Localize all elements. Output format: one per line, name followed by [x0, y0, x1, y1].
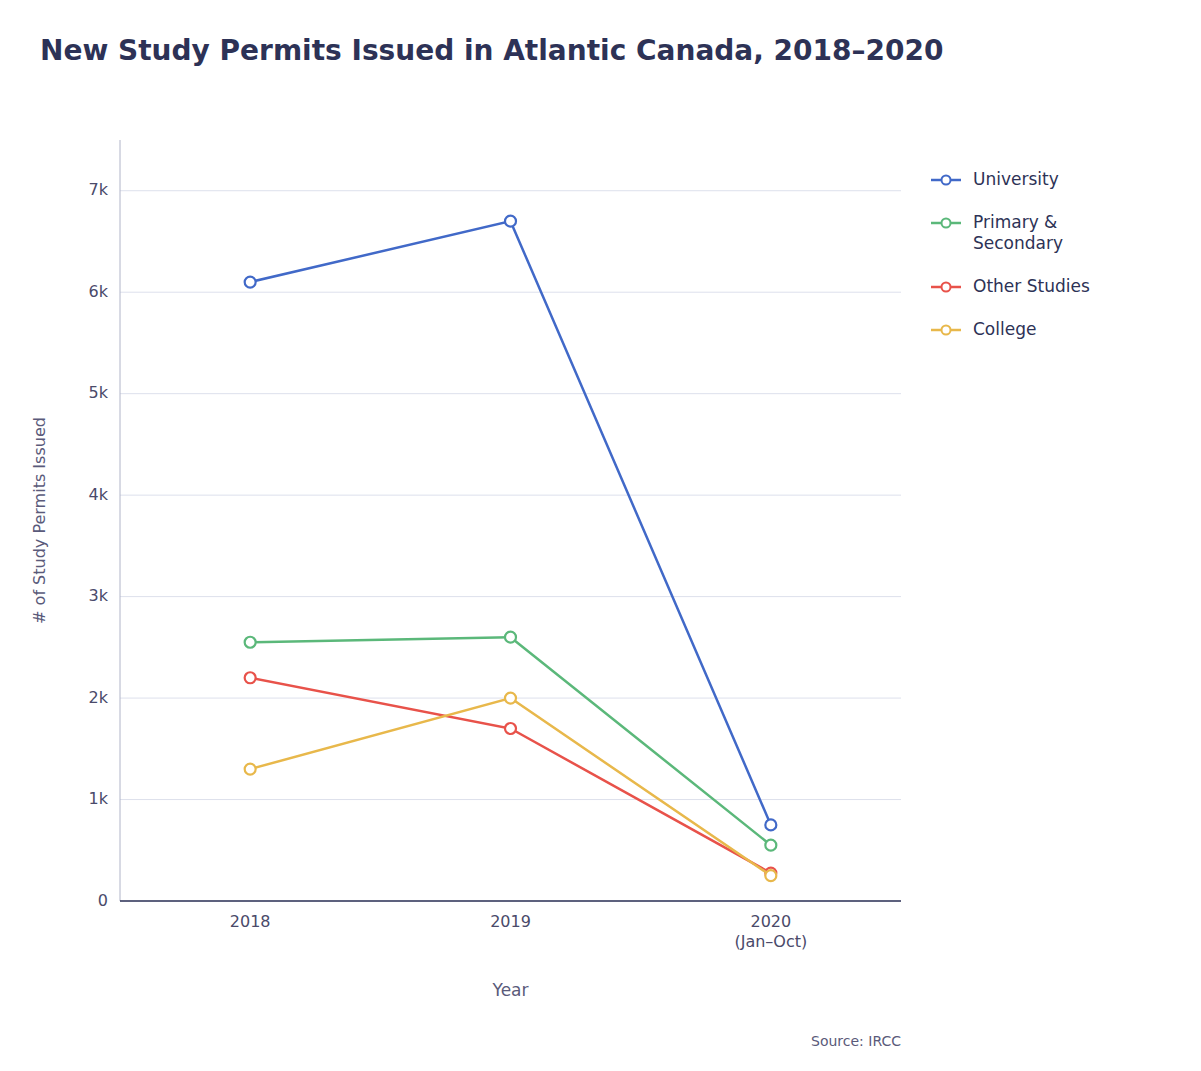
- y-tick-label: 1k: [89, 789, 109, 808]
- text-line: 2020: [750, 912, 791, 931]
- text-line: (Jan–Oct): [734, 932, 807, 951]
- point: [765, 840, 776, 851]
- x-axis: 2018 2019 2020(Jan–Oct): [230, 912, 807, 951]
- y-axis-label: # of Study Permits Issued: [30, 417, 49, 624]
- text-line: Primary &: [973, 212, 1057, 232]
- source: Source: IRCC: [811, 1033, 901, 1049]
- legend-label: Other Studies: [973, 276, 1090, 296]
- title: New Study Permits Issued in Atlantic Can…: [40, 34, 943, 67]
- background: [0, 0, 1201, 1071]
- line: [250, 637, 771, 845]
- grid-line: [120, 799, 901, 800]
- y-tick-label: 7k: [89, 180, 109, 199]
- point: [245, 637, 256, 648]
- series-group: [245, 216, 777, 881]
- legend-label: College: [973, 319, 1036, 339]
- x-axis-line: [120, 900, 901, 902]
- point: [765, 870, 776, 881]
- text-line: Other Studies: [973, 276, 1090, 296]
- point: [245, 277, 256, 288]
- grid-line: [120, 495, 901, 496]
- grid-line: [120, 596, 901, 597]
- y-tick-label: 2k: [89, 688, 109, 707]
- point: [505, 632, 516, 643]
- y-tick-label: 5k: [89, 383, 109, 402]
- y-tick-label: 4k: [89, 485, 109, 504]
- y-axis-line: [120, 140, 121, 901]
- series: [245, 672, 777, 878]
- legend-label: Primary &Secondary: [973, 212, 1063, 253]
- point: [505, 216, 516, 227]
- text-line: Secondary: [973, 233, 1063, 253]
- grid-line: [120, 190, 901, 191]
- line: [250, 678, 771, 873]
- point: [505, 723, 516, 734]
- legend-marker: [942, 326, 951, 335]
- line: [250, 221, 771, 825]
- text-line: 2018: [230, 912, 271, 931]
- point: [245, 672, 256, 683]
- series: [245, 632, 777, 851]
- legend-label: University: [973, 169, 1059, 189]
- x-tick-label: 2020(Jan–Oct): [734, 912, 807, 951]
- x-tick-label: 2019: [490, 912, 531, 931]
- text-line: College: [973, 319, 1036, 339]
- y-tick-label: 0: [98, 891, 108, 910]
- legend-marker: [942, 219, 951, 228]
- legend-marker: [942, 176, 951, 185]
- y-tick-label: 6k: [89, 282, 109, 301]
- x-tick-label: 2018: [230, 912, 271, 931]
- point: [765, 819, 776, 830]
- grid-line: [120, 292, 901, 293]
- chart: New Study Permits Issued in Atlantic Can…: [0, 0, 1201, 1071]
- series: [245, 693, 777, 882]
- text-line: University: [973, 169, 1059, 189]
- point: [505, 693, 516, 704]
- grid-line: [120, 901, 901, 902]
- series: [245, 216, 777, 831]
- legend: University Primary &Secondary Other Studie…: [931, 169, 1090, 339]
- y-tick-label: 3k: [89, 586, 109, 605]
- y-axis: 0 1k 2k 3k 4k 5k 6k 7k: [89, 140, 901, 910]
- grid-line: [120, 393, 901, 394]
- x-axis-label: Year: [492, 980, 529, 1000]
- text-line: 2019: [490, 912, 531, 931]
- point: [245, 764, 256, 775]
- legend-marker: [942, 283, 951, 292]
- line: [250, 698, 771, 876]
